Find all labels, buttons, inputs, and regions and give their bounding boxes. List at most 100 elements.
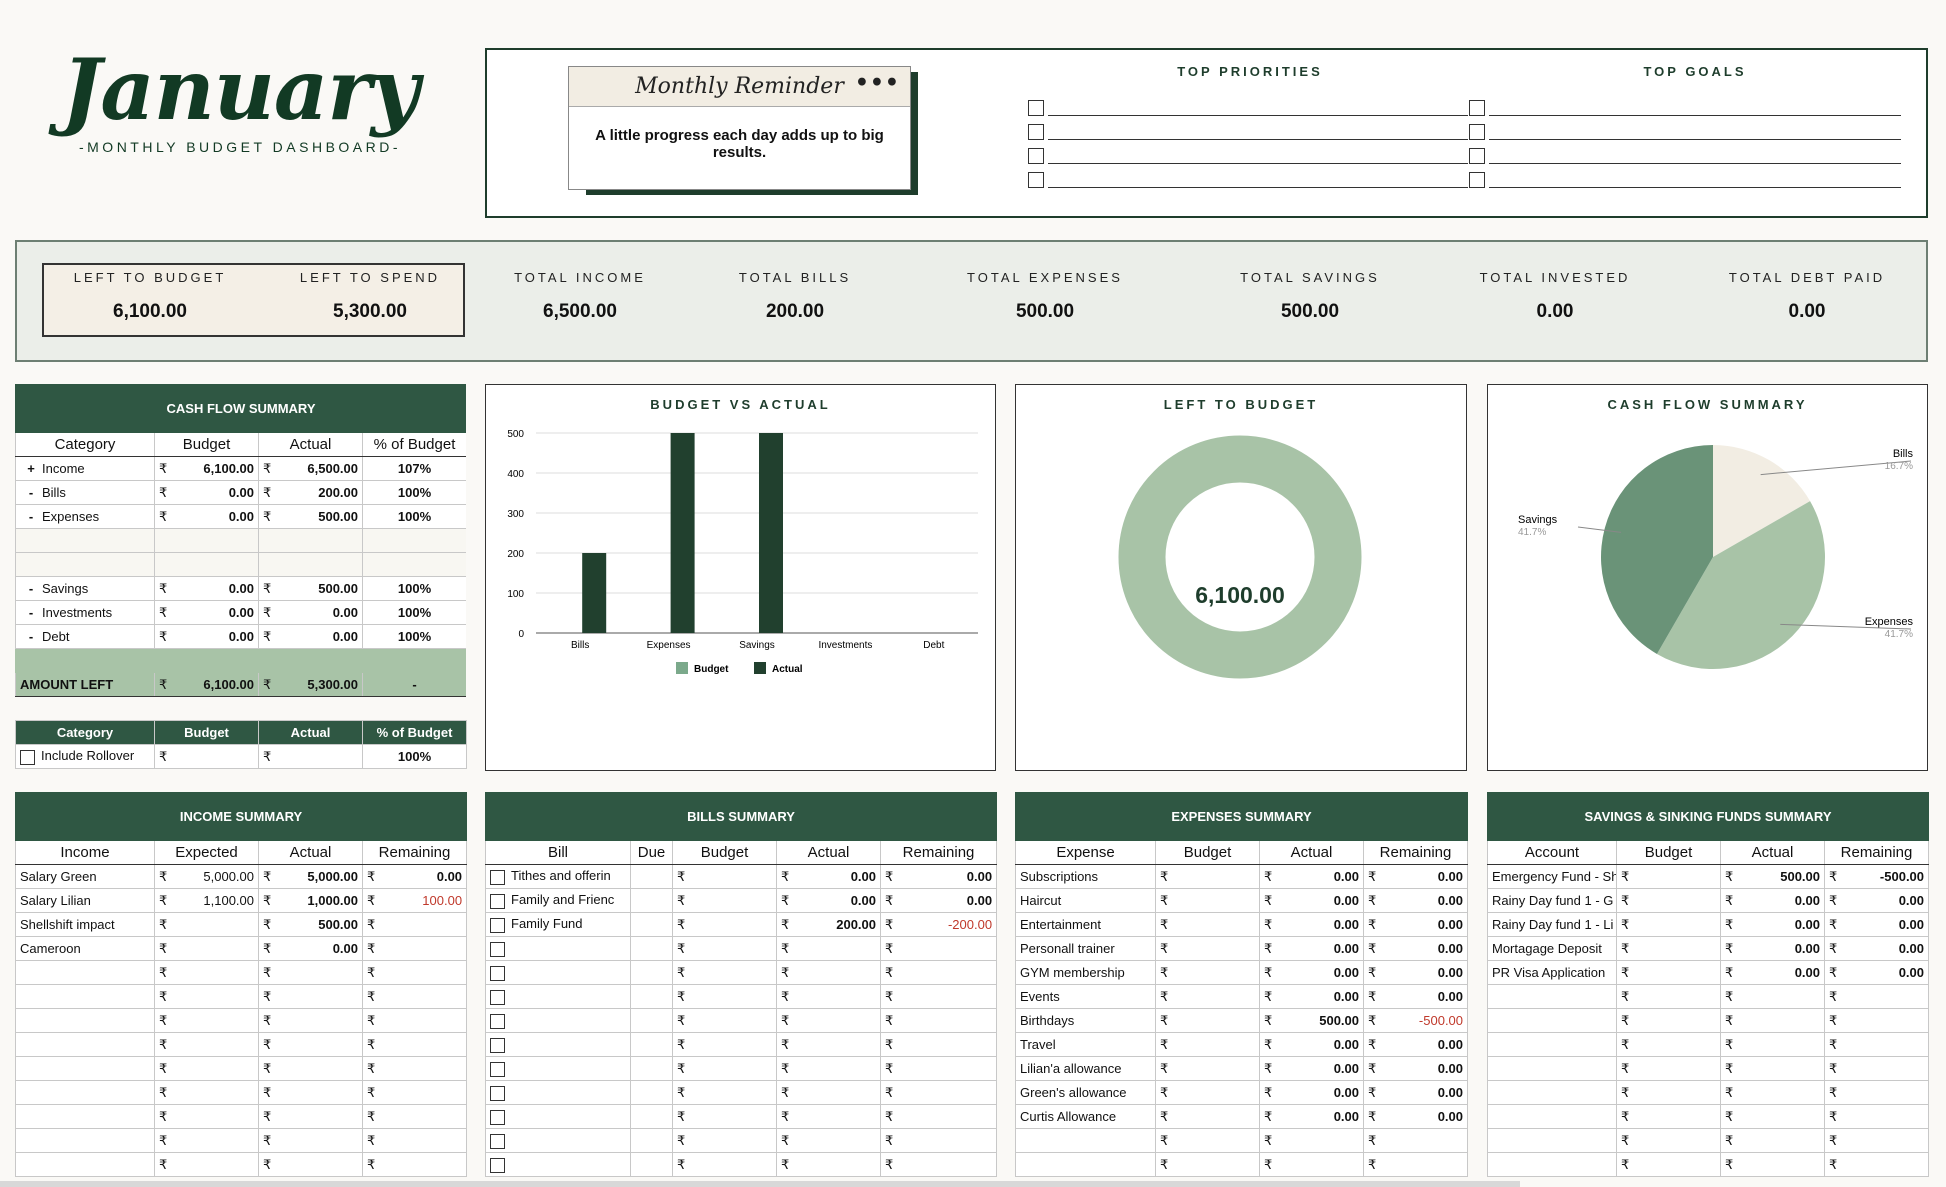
amount-cell[interactable]: ₹ [361, 960, 468, 985]
amount-cell[interactable]: ₹ [1616, 1032, 1721, 1057]
amount-cell[interactable]: ₹0.00 [154, 504, 259, 529]
amount-cell[interactable]: ₹500.00 [258, 504, 363, 529]
amount-cell[interactable]: ₹ [1616, 1008, 1721, 1033]
amount-cell[interactable]: ₹ [1823, 1032, 1930, 1057]
amount-cell[interactable]: ₹ [154, 936, 259, 961]
amount-cell[interactable]: ₹ [1720, 1008, 1825, 1033]
amount-cell[interactable]: ₹ [672, 864, 777, 889]
amount-cell[interactable]: ₹0.00 [1823, 888, 1930, 913]
amount-cell[interactable]: ₹0.00 [154, 624, 259, 649]
income-name-cell[interactable] [15, 1056, 155, 1081]
amount-cell[interactable]: ₹0.00 [1362, 1032, 1469, 1057]
bill-name-cell[interactable] [485, 960, 631, 985]
amount-cell[interactable]: ₹ [154, 1104, 259, 1129]
bill-name-cell[interactable] [485, 1008, 631, 1033]
due-cell[interactable] [630, 1056, 673, 1081]
amount-cell[interactable]: ₹ [1155, 984, 1260, 1009]
amount-cell[interactable]: ₹0.00 [776, 864, 881, 889]
amount-cell[interactable]: ₹ [1720, 1032, 1825, 1057]
amount-cell[interactable]: ₹ [1720, 984, 1825, 1009]
amount-cell[interactable]: ₹0.00 [776, 888, 881, 913]
income-name-cell[interactable] [15, 1104, 155, 1129]
amount-cell[interactable]: ₹ [154, 1080, 259, 1105]
amount-cell[interactable]: ₹0.00 [1720, 960, 1825, 985]
savings-account-cell[interactable] [1487, 1152, 1617, 1177]
amount-cell[interactable]: ₹5,000.00 [154, 864, 259, 889]
amount-cell[interactable]: ₹1,000.00 [258, 888, 363, 913]
amount-cell[interactable]: ₹ [258, 1056, 363, 1081]
expense-name-cell[interactable]: Events [1015, 984, 1156, 1009]
expense-name-cell[interactable]: Haircut [1015, 888, 1156, 913]
amount-cell[interactable]: ₹100.00 [361, 888, 468, 913]
amount-cell[interactable]: ₹5,300.00 [258, 672, 363, 697]
amount-cell[interactable]: ₹0.00 [1362, 936, 1469, 961]
income-name-cell[interactable] [15, 960, 155, 985]
bill-name-cell[interactable] [485, 1152, 631, 1177]
bill-paid-checkbox[interactable] [490, 893, 505, 909]
amount-cell[interactable]: ₹6,500.00 [258, 456, 363, 481]
amount-cell[interactable]: ₹ [154, 960, 259, 985]
amount-cell[interactable]: ₹ -500.00 [1823, 864, 1930, 889]
amount-cell[interactable]: ₹ [154, 912, 259, 937]
bill-name-cell[interactable] [485, 1080, 631, 1105]
due-cell[interactable] [630, 1032, 673, 1057]
amount-cell[interactable]: ₹ [1155, 1152, 1260, 1177]
amount-cell[interactable]: ₹ [361, 912, 468, 937]
bill-name-cell[interactable]: Tithes and offerin [485, 864, 631, 889]
amount-cell[interactable]: ₹ [776, 1104, 881, 1129]
amount-cell[interactable]: ₹ [672, 912, 777, 937]
bill-paid-checkbox[interactable] [490, 941, 505, 957]
expense-name-cell[interactable]: Green's allowance [1015, 1080, 1156, 1105]
amount-cell[interactable]: ₹ [1259, 1152, 1364, 1177]
amount-cell[interactable]: ₹0.00 [1720, 912, 1825, 937]
amount-cell[interactable]: ₹0.00 [1259, 1032, 1364, 1057]
amount-cell[interactable]: ₹6,100.00 [154, 456, 259, 481]
amount-cell[interactable]: ₹ [258, 1032, 363, 1057]
amount-cell[interactable]: ₹ [154, 1152, 259, 1177]
amount-cell[interactable]: ₹0.00 [1823, 960, 1930, 985]
amount-cell[interactable]: ₹ [1720, 1104, 1825, 1129]
amount-cell[interactable]: ₹500.00 [258, 912, 363, 937]
amount-cell[interactable]: ₹ [154, 1056, 259, 1081]
amount-cell[interactable]: ₹ [776, 1008, 881, 1033]
due-cell[interactable] [630, 912, 673, 937]
amount-cell[interactable]: ₹ [361, 1080, 468, 1105]
amount-cell[interactable]: ₹ [879, 1152, 998, 1177]
amount-cell[interactable]: ₹500.00 [1259, 1008, 1364, 1033]
checkbox[interactable] [1469, 124, 1485, 140]
amount-cell[interactable]: ₹ [672, 1128, 777, 1153]
amount-cell[interactable]: ₹0.00 [1259, 1080, 1364, 1105]
amount-cell[interactable]: ₹ [1616, 1080, 1721, 1105]
amount-cell[interactable]: ₹0.00 [879, 888, 998, 913]
amount-cell[interactable]: ₹0.00 [1362, 888, 1469, 913]
amount-cell[interactable]: ₹0.00 [1259, 912, 1364, 937]
rollover-budget-cell[interactable]: ₹ [154, 744, 259, 769]
savings-account-cell[interactable] [1487, 984, 1617, 1009]
amount-cell[interactable]: ₹ -200.00 [879, 912, 998, 937]
amount-cell[interactable]: ₹ [1616, 1152, 1721, 1177]
amount-cell[interactable]: ₹0.00 [1259, 864, 1364, 889]
amount-cell[interactable]: ₹ [361, 936, 468, 961]
amount-cell[interactable]: ₹0.00 [154, 600, 259, 625]
bill-paid-checkbox[interactable] [490, 1013, 505, 1029]
amount-cell[interactable]: ₹0.00 [1259, 984, 1364, 1009]
amount-cell[interactable]: ₹5,000.00 [258, 864, 363, 889]
savings-account-cell[interactable] [1487, 1080, 1617, 1105]
amount-cell[interactable]: ₹0.00 [361, 864, 468, 889]
amount-cell[interactable]: ₹0.00 [1362, 960, 1469, 985]
amount-cell[interactable]: ₹ [1155, 960, 1260, 985]
amount-cell[interactable]: ₹0.00 [1362, 984, 1469, 1009]
amount-cell[interactable]: ₹ [1362, 1152, 1469, 1177]
amount-cell[interactable]: ₹1,100.00 [154, 888, 259, 913]
amount-cell[interactable]: ₹ [1616, 1128, 1721, 1153]
amount-cell[interactable]: ₹ [361, 1008, 468, 1033]
checkbox[interactable] [1028, 124, 1044, 140]
savings-account-cell[interactable] [1487, 1056, 1617, 1081]
amount-cell[interactable]: ₹ [672, 1080, 777, 1105]
expense-name-cell[interactable]: Subscriptions [1015, 864, 1156, 889]
bill-paid-checkbox[interactable] [490, 1109, 505, 1125]
amount-cell[interactable]: ₹0.00 [1720, 888, 1825, 913]
income-name-cell[interactable] [15, 1032, 155, 1057]
amount-cell[interactable]: ₹ [361, 1128, 468, 1153]
amount-cell[interactable]: ₹ [672, 984, 777, 1009]
